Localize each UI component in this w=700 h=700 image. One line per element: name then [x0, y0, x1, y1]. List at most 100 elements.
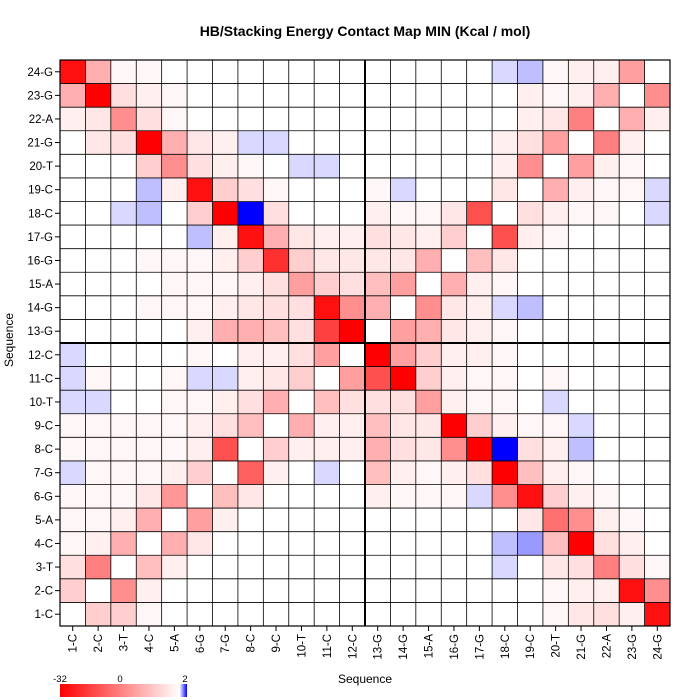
heatmap-cell [85, 413, 112, 438]
heatmap-cell [517, 437, 544, 462]
y-tick-label: 20-T [29, 161, 53, 173]
heatmap-cell [339, 272, 366, 297]
heatmap-cell [644, 177, 671, 202]
x-tick-label: 13-G [373, 634, 385, 660]
heatmap-cell [390, 437, 417, 462]
heatmap-cell [110, 531, 137, 556]
heatmap-cell [365, 201, 391, 226]
heatmap-cell [187, 319, 213, 344]
heatmap-cell [263, 225, 290, 249]
heatmap-cell [60, 531, 86, 556]
heatmap-cell [593, 154, 620, 179]
heatmap-cell [161, 413, 188, 438]
heatmap-cell [542, 107, 569, 132]
heatmap-cell [517, 83, 544, 108]
heatmap-cell [517, 201, 544, 226]
heatmap-cell [161, 130, 188, 155]
y-tick-label: 13-G [27, 326, 53, 338]
heatmap-cell [85, 508, 112, 532]
x-tick-label: 23-G [627, 634, 639, 660]
heatmap-cell [161, 366, 188, 391]
heatmap-cell [161, 295, 188, 320]
heatmap-cell [263, 343, 290, 367]
heatmap-cell [237, 248, 264, 273]
heatmap-cell [542, 531, 569, 556]
x-tick-label: 3-T [119, 634, 131, 651]
heatmap-cell [542, 460, 569, 485]
heatmap-cell [365, 272, 391, 297]
heatmap-cell [161, 177, 188, 202]
heatmap-cell [237, 319, 264, 344]
heatmap-cell [237, 366, 264, 391]
x-tick-label: 22-A [601, 634, 613, 659]
heatmap-cell [492, 177, 518, 202]
heatmap-cell [187, 531, 213, 556]
heatmap-cell [263, 177, 290, 202]
heatmap-cell [542, 201, 569, 226]
heatmap-cell [644, 83, 671, 108]
heatmap-cell [110, 201, 137, 226]
heatmap-cell [288, 248, 315, 273]
colorbar-tick-zero: 0 [117, 674, 122, 685]
heatmap-cell [85, 130, 112, 155]
heatmap-cell [517, 413, 544, 438]
heatmap-cell [390, 484, 417, 509]
heatmap-cell [466, 295, 493, 320]
heatmap-cell [466, 248, 493, 273]
heatmap-cell [517, 295, 544, 320]
x-tick-label: 10-T [296, 634, 308, 658]
heatmap-cell [466, 437, 493, 462]
heatmap-cell [568, 555, 595, 580]
heatmap-cell [441, 390, 467, 415]
heatmap-cell [60, 83, 86, 108]
heatmap-cell [568, 460, 595, 485]
heatmap-cell [263, 248, 290, 273]
heatmap-cell [619, 531, 645, 556]
y-tick-label: 9-C [34, 421, 53, 433]
heatmap-cell [542, 366, 569, 391]
heatmap-cell [314, 343, 340, 367]
heatmap-cell [593, 484, 620, 509]
heatmap-cell [365, 225, 391, 249]
heatmap-cell [415, 484, 442, 509]
heatmap-cell [85, 390, 112, 415]
heatmap-cell [390, 201, 417, 226]
heatmap-cell [314, 295, 340, 320]
heatmap-cell [593, 508, 620, 532]
heatmap-cell [619, 555, 645, 580]
heatmap-cell [390, 413, 417, 438]
heatmap-cell [237, 130, 264, 155]
heatmap-cell [644, 107, 671, 132]
heatmap-cell [60, 555, 86, 580]
heatmap-cell [542, 413, 569, 438]
heatmap-grid [59, 59, 671, 627]
heatmap-cell [390, 272, 417, 297]
heatmap-cell [466, 319, 493, 344]
heatmap-cell [568, 531, 595, 556]
heatmap-cell [161, 83, 188, 108]
heatmap-cell [619, 177, 645, 202]
y-tick-label: 1-C [34, 609, 53, 621]
heatmap-cell [161, 272, 188, 297]
heatmap-cell [136, 555, 162, 580]
heatmap-cell [339, 319, 366, 344]
heatmap-cell [187, 154, 213, 179]
heatmap-cell [136, 602, 162, 627]
heatmap-cell [415, 413, 442, 438]
y-tick-label: 16-G [27, 255, 53, 267]
heatmap-cell [237, 295, 264, 320]
heatmap-cell [237, 343, 264, 367]
y-tick-label: 17-G [27, 232, 53, 244]
heatmap-cell [161, 460, 188, 485]
heatmap-cell [492, 319, 518, 344]
x-tick-label: 16-G [449, 634, 461, 660]
heatmap-cell [161, 555, 188, 580]
heatmap-cell [517, 130, 544, 155]
heatmap-cell [187, 366, 213, 391]
heatmap-cell [466, 272, 493, 297]
heatmap-cell [441, 319, 467, 344]
x-tick-label: 15-A [424, 634, 436, 659]
heatmap-cell [212, 225, 239, 249]
heatmap-cell [85, 602, 112, 627]
heatmap-cell [339, 366, 366, 391]
